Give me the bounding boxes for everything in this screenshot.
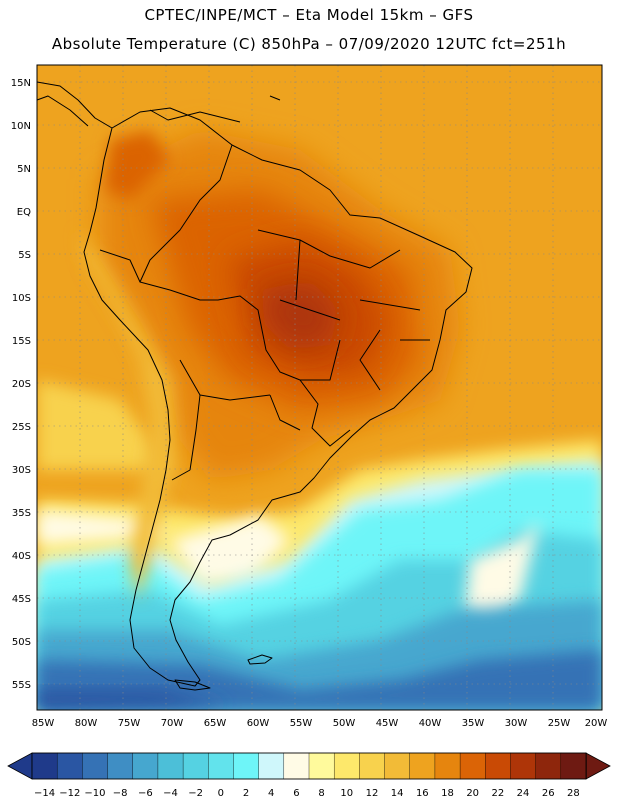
caribbean-coast [149, 95, 281, 123]
colorbar-swatch [560, 752, 587, 780]
colorbar-swatch [56, 752, 84, 780]
colorbar-swatch [233, 752, 260, 780]
central-america-outline [36, 81, 113, 129]
title-line-2: Absolute Temperature (C) 850hPa – 07/09/… [51, 35, 567, 53]
colorbar-swatch [409, 752, 436, 780]
lat-label: 10N [11, 121, 31, 132]
colorbar-swatch [182, 752, 209, 780]
colorbar-tick-label: 18 [441, 788, 454, 799]
colorbar-tick-label: 10 [340, 788, 353, 799]
colorbar-swatch [308, 752, 335, 780]
colorbar-swatch [535, 752, 562, 780]
lon-label: 25W [548, 718, 571, 729]
colorbar-swatch [384, 752, 411, 780]
colorbar-tick-label: −4 [163, 788, 178, 799]
south-america-outline [83, 107, 473, 687]
colorbar-swatch [283, 752, 310, 780]
colorbar-tick-label: 4 [268, 788, 274, 799]
lon-label: 70W [161, 718, 184, 729]
map-gridlines [37, 65, 602, 710]
colorbar-swatch [107, 752, 134, 780]
lat-label: 20S [12, 379, 31, 390]
colorbar-swatch [333, 752, 361, 780]
colorbar-tick-label: −10 [84, 788, 105, 799]
lon-label: 30W [505, 718, 528, 729]
colorbar-swatch [459, 752, 486, 780]
colorbar-swatch [157, 752, 184, 780]
colorbar-swatch [434, 752, 461, 780]
lat-label: 30S [12, 465, 31, 476]
colorbar-tick-label: −8 [113, 788, 128, 799]
colorbar: −14 −12 −10 −8 −6 −4 −2 0 2 4 6 8 10 12 14 16 18 20 22 24 26… [7, 752, 611, 799]
lon-label: 45W [376, 718, 399, 729]
colorbar-swatch [132, 752, 159, 780]
lon-label: 75W [118, 718, 141, 729]
lat-label: 5N [17, 164, 31, 175]
colorbar-frame [31, 752, 587, 780]
brazil-border [139, 144, 351, 447]
lat-label: 40S [12, 551, 31, 562]
colorbar-swatch [82, 752, 109, 780]
lat-label: 5S [18, 250, 31, 261]
latitude-axis: 15N 10N 5N EQ 5S 10S 15S 20S 25S 30S 35S… [11, 78, 31, 691]
colorbar-tick-label: 0 [218, 788, 224, 799]
colorbar-tick-label: 12 [366, 788, 379, 799]
colorbar-tick-label: −14 [34, 788, 55, 799]
colorbar-low-arrow [7, 752, 33, 780]
lat-label: 50S [12, 637, 31, 648]
colorbar-swatch [258, 752, 285, 780]
lat-label: 10S [12, 293, 31, 304]
lat-label: 15N [11, 78, 31, 89]
lon-label: 80W [75, 718, 98, 729]
colorbar-tick-label: 2 [243, 788, 249, 799]
colorbar-tick-label: −12 [59, 788, 80, 799]
colorbar-swatch [208, 752, 235, 780]
lat-label: EQ [17, 207, 31, 218]
colorbar-tick-label: 22 [491, 788, 504, 799]
falklands [247, 654, 273, 665]
map-frame [36, 64, 603, 711]
colorbar-tick-label: 24 [517, 788, 530, 799]
colorbar-tick-label: 16 [416, 788, 429, 799]
colorbar-tick-label: 20 [466, 788, 479, 799]
colorbar-swatch [31, 752, 58, 780]
longitude-axis: 85W 80W 75W 70W 65W 60W 55W 50W 45W 40W … [32, 718, 608, 729]
lon-label: 40W [419, 718, 442, 729]
temperature-field [37, 65, 602, 710]
lon-label: 60W [247, 718, 270, 729]
colorbar-tick-label: 26 [542, 788, 555, 799]
tierra-del-fuego [174, 679, 211, 691]
lon-label: 35W [462, 718, 485, 729]
lon-label: 20W [585, 718, 608, 729]
lat-label: 15S [12, 336, 31, 347]
colorbar-swatch [359, 752, 386, 780]
colorbar-tick-label: 6 [293, 788, 299, 799]
colorbar-swatch [510, 752, 537, 780]
coastlines-and-borders [36, 81, 473, 691]
lon-label: 50W [333, 718, 356, 729]
lat-label: 45S [12, 594, 31, 605]
lat-label: 25S [12, 422, 31, 433]
colorbar-tick-label: −6 [138, 788, 153, 799]
lon-label: 65W [204, 718, 227, 729]
colorbar-high-arrow [585, 752, 611, 780]
lat-label: 35S [12, 508, 31, 519]
colorbar-tick-label: −2 [188, 788, 203, 799]
title-line-1: CPTEC/INPE/MCT – Eta Model 15km – GFS [144, 6, 474, 24]
internal-borders [99, 229, 430, 481]
lat-label: 55S [12, 680, 31, 691]
lon-label: 85W [32, 718, 55, 729]
colorbar-tick-label: 8 [318, 788, 324, 799]
colorbar-tick-label: 28 [567, 788, 580, 799]
colorbar-swatch [485, 752, 512, 780]
lon-label: 55W [290, 718, 313, 729]
colorbar-tick-label: 14 [391, 788, 404, 799]
